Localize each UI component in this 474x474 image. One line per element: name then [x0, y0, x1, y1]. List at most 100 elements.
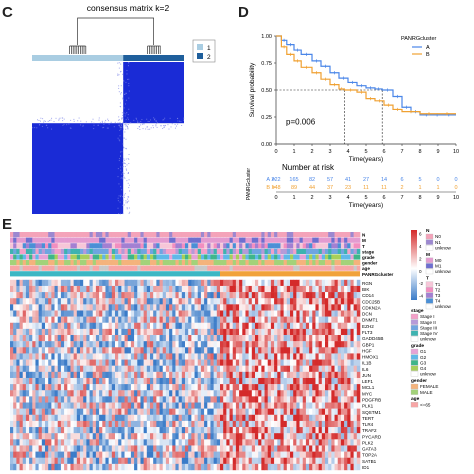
- heatmap-cell: [67, 359, 71, 366]
- consensus-matrix-panel: consensus matrix k=2 12: [32, 3, 216, 215]
- heatmap-cell: [356, 310, 361, 317]
- matrix-noise: [146, 126, 148, 128]
- heatmap-cell: [54, 335, 59, 342]
- heatmap-cell: [80, 384, 84, 391]
- heatmap-cell: [150, 365, 154, 373]
- matrix-noise: [58, 119, 60, 121]
- heatmap-cell: [67, 433, 71, 440]
- heatmap-cell: [353, 285, 358, 293]
- heatmap-cell: [258, 439, 262, 446]
- heatmap-cell: [210, 433, 214, 440]
- heatmap-cell: [242, 310, 246, 317]
- heatmap-cell: [312, 353, 316, 360]
- heatmap-cell: [57, 328, 62, 336]
- heatmap-cell: [16, 439, 20, 446]
- heatmap-cell: [331, 328, 335, 336]
- heatmap-cell: [134, 279, 138, 287]
- heatmap-cell: [277, 445, 281, 452]
- heatmap-cell: [232, 445, 237, 452]
- heatmap-cell: [185, 384, 189, 391]
- heatmap-cell: [45, 384, 49, 391]
- heatmap-cell: [51, 427, 55, 434]
- heatmap-cell: [32, 396, 36, 403]
- heatmap-cell: [73, 445, 78, 452]
- heatmap-cell: [188, 451, 192, 458]
- heatmap-cell: [356, 414, 361, 422]
- heatmap-cell: [29, 396, 33, 403]
- heatmap-cell: [38, 316, 43, 323]
- legend-title-gender: gender: [411, 378, 427, 384]
- heatmap-cell: [178, 433, 183, 440]
- heatmap-cell: [356, 359, 361, 366]
- heatmap-cell: [92, 408, 97, 415]
- matrix-noise: [73, 120, 75, 122]
- heatmap-cell: [156, 371, 160, 379]
- heatmap-cell: [213, 433, 218, 440]
- heatmap-cell: [146, 451, 151, 458]
- heatmap-cell: [150, 396, 154, 403]
- heatmap-cell: [60, 285, 65, 293]
- heatmap-cell: [340, 457, 345, 465]
- heatmap-cell: [328, 285, 332, 293]
- heatmap-cell: [60, 402, 65, 409]
- track-cell-age: [255, 265, 259, 271]
- heatmap-cell: [251, 420, 256, 428]
- matrix-noise: [128, 62, 130, 64]
- heatmap-cell: [73, 292, 78, 299]
- heatmap-cell: [283, 347, 288, 354]
- heatmap-cell: [210, 402, 214, 409]
- heatmap-cell: [108, 335, 113, 342]
- matrix-noise: [120, 166, 122, 168]
- risk-cell: 2: [400, 185, 403, 191]
- survival-x-tick-label: 9: [436, 149, 439, 155]
- track-cell-grade: [337, 254, 342, 260]
- heatmap-cell: [299, 402, 304, 409]
- heatmap-cell: [328, 445, 332, 452]
- heatmap-cell: [178, 463, 183, 471]
- heatmap-cell: [165, 310, 170, 317]
- track-cell-stage: [86, 248, 90, 254]
- track-cell-N: [45, 232, 49, 238]
- heatmap-cell: [25, 463, 30, 471]
- heatmap-cell: [54, 316, 59, 323]
- heatmap-cell: [226, 322, 230, 330]
- track-cell-M: [321, 237, 326, 243]
- heatmap-cell: [334, 445, 339, 452]
- heatmap-cell: [153, 353, 157, 360]
- matrix-noise: [102, 127, 104, 129]
- heatmap-cell: [92, 279, 97, 287]
- heatmap-cell: [22, 463, 27, 471]
- matrix-noise: [43, 120, 45, 122]
- heatmap-cell: [210, 298, 214, 305]
- heatmap-cell: [60, 304, 65, 311]
- heatmap-cell: [22, 341, 27, 348]
- track-cell-gender: [337, 260, 342, 266]
- heatmap-cell: [277, 279, 281, 287]
- heatmap-cell: [232, 371, 237, 379]
- track-cell-age: [19, 265, 24, 271]
- track-cell-stage: [76, 248, 81, 254]
- heatmap-cell: [239, 427, 243, 434]
- heatmap-cell: [353, 384, 358, 391]
- heatmap-cell: [290, 402, 294, 409]
- track-cell-T: [108, 243, 113, 249]
- heatmap-cell: [92, 414, 97, 422]
- heatmap-cell: [353, 463, 358, 471]
- heatmap-cell: [290, 408, 294, 415]
- heatmap-cell: [350, 341, 354, 348]
- heatmap-cell: [153, 433, 157, 440]
- heatmap-cell: [251, 408, 256, 415]
- heatmap-cell: [45, 414, 49, 422]
- track-cell-T: [159, 243, 164, 249]
- heatmap-cell: [146, 457, 151, 465]
- heatmap-cell: [207, 402, 211, 409]
- track-cell-M: [178, 237, 183, 243]
- heatmap-cell: [95, 420, 100, 428]
- matrix-noise: [138, 126, 140, 128]
- heatmap-cell: [261, 433, 265, 440]
- matrix-noise: [164, 117, 166, 119]
- heatmap-cell: [86, 279, 90, 287]
- heatmap-cell: [89, 433, 94, 440]
- heatmap-cell: [286, 445, 291, 452]
- heatmap-cell: [153, 408, 157, 415]
